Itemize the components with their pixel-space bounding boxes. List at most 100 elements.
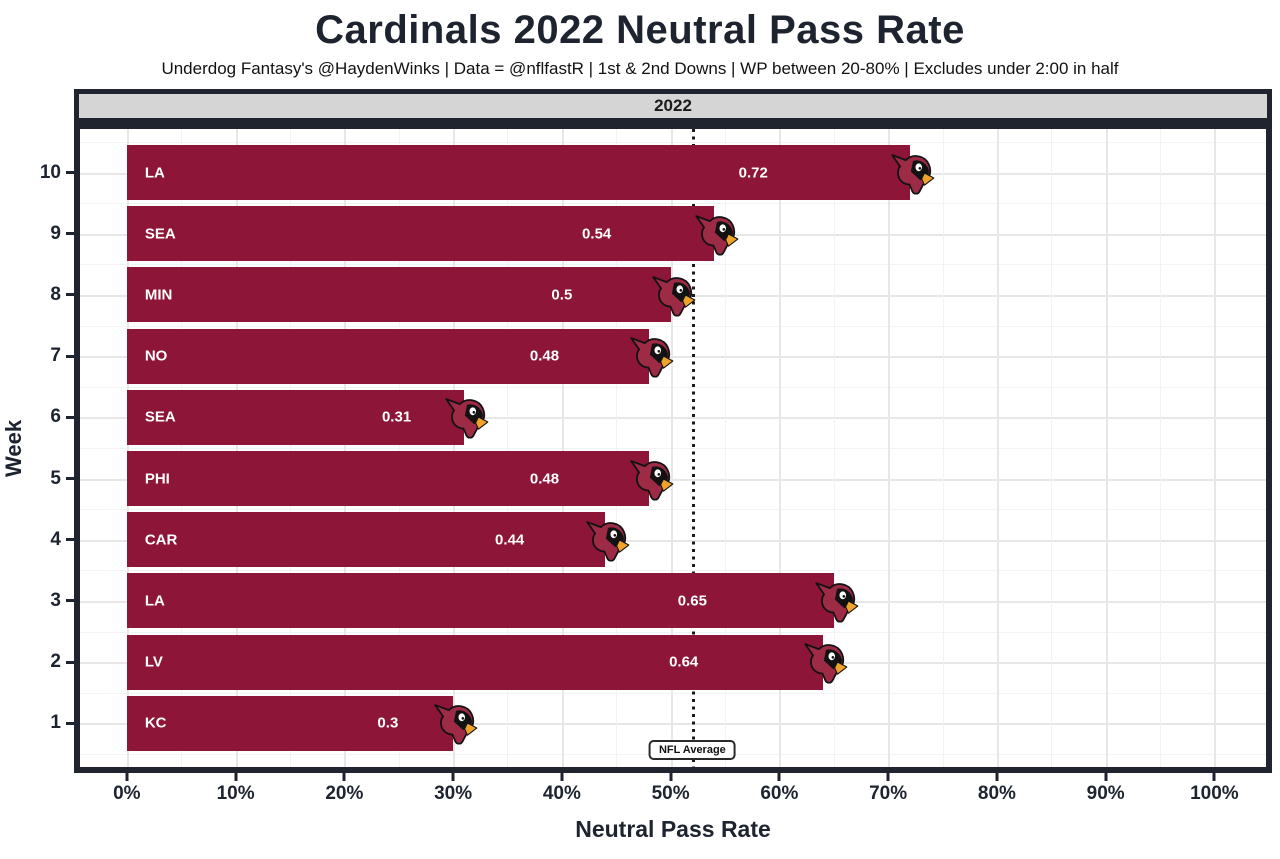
gridline (453, 129, 456, 767)
gridline (80, 386, 1266, 388)
y-tick-label: 7 (50, 345, 61, 367)
bar-opponent-label: KC (144, 714, 167, 732)
bar-row: SEA 0.31 (80, 387, 1266, 448)
vertical-gridlines (80, 129, 1266, 767)
bar-opponent-label: NO (144, 347, 168, 365)
bar (126, 328, 649, 384)
y-tick-label: 2 (50, 651, 61, 673)
x-tick-mark (451, 773, 455, 781)
bar-opponent-label: SEA (144, 225, 176, 243)
plot-panel: LA 0.72 SEA 0.54 MIN 0.5 NO 0.48 SEA 0.31 PHI… (74, 123, 1272, 773)
gridline (1105, 129, 1108, 767)
y-axis-row: 10 (28, 142, 74, 203)
bar-opponent-label: LA (144, 164, 165, 182)
x-axis-title: Neutral Pass Rate (575, 815, 771, 842)
x-tick-label: 10% (216, 783, 255, 804)
x-tick-label: 20% (325, 783, 364, 804)
y-tick-mark (66, 415, 74, 419)
cardinals-logo-icon (804, 643, 848, 684)
bar-value-label: 0.3 (377, 714, 399, 732)
bar-row: LA 0.72 (80, 142, 1266, 203)
gridline (779, 129, 782, 767)
bar-row: LA 0.65 (80, 570, 1266, 631)
gridline (80, 478, 1266, 481)
x-tick-label: 90% (1086, 783, 1125, 804)
gridline (80, 509, 1266, 511)
x-tick-mark (125, 773, 129, 781)
bar (126, 634, 823, 690)
cardinals-logo-icon (630, 337, 674, 378)
cardinals-logo-icon (630, 459, 674, 501)
gridline (616, 129, 618, 767)
y-tick-mark (66, 293, 74, 297)
cardinals-logo-icon (434, 704, 478, 745)
gridline (235, 129, 238, 767)
x-tick-label: 50% (651, 783, 690, 804)
x-tick-mark (886, 773, 890, 781)
y-tick-mark (66, 232, 74, 236)
x-tick-mark (1104, 773, 1108, 781)
x-tick-mark (234, 773, 238, 781)
x-tick-mark (1212, 773, 1216, 781)
gridline (670, 129, 673, 767)
bar-value-label: 0.65 (677, 592, 707, 610)
x-tick-label: 60% (760, 783, 799, 804)
y-tick-mark (66, 599, 74, 603)
gridline (80, 356, 1266, 359)
gridline (289, 129, 291, 767)
x-tick-mark (995, 773, 999, 781)
chart-subtitle: Underdog Fantasy's @HaydenWinks | Data =… (161, 59, 1119, 78)
gridline (80, 203, 1266, 205)
facet-strip-label: 2022 (654, 96, 692, 115)
bar-opponent-label: SEA (144, 408, 176, 426)
y-axis-row: 1 (28, 693, 74, 754)
bar (126, 450, 649, 507)
cardinals-logo-icon (651, 276, 695, 317)
bar-opponent-label: CAR (144, 531, 178, 549)
bar-value-label: 0.5 (551, 286, 573, 304)
nfl-average-line (692, 129, 695, 767)
y-tick-mark (66, 538, 74, 542)
bar (126, 145, 910, 201)
y-tick-label: 6 (50, 406, 61, 428)
gridline (80, 264, 1266, 266)
y-tick-label: 8 (50, 283, 61, 305)
chart-area: Week 10 9 8 7 6 5 4 3 2 1 2022 LA 0.72 SEA 0.54 MIN… (0, 89, 1280, 851)
x-tick-mark (669, 773, 673, 781)
y-axis-row: 6 (28, 387, 74, 448)
x-tick-mark (777, 773, 781, 781)
gridline (1051, 129, 1053, 767)
bar-row: LV 0.64 (80, 632, 1266, 693)
y-tick-label: 1 (50, 712, 61, 734)
cardinals-logo-icon (586, 520, 630, 562)
bar-value-label: 0.48 (529, 470, 560, 488)
gridline (561, 129, 564, 767)
cardinals-logo-icon (815, 582, 859, 623)
bar-value-label: 0.48 (529, 347, 560, 365)
x-tick-label: 40% (542, 783, 581, 804)
bar-row: KC 0.3 (80, 693, 1266, 754)
bar-row: PHI 0.48 (80, 448, 1266, 509)
bar-row: SEA 0.54 (80, 203, 1266, 264)
y-tick-mark (66, 721, 74, 725)
bar-row: CAR 0.44 (80, 509, 1266, 570)
y-axis-row: 9 (28, 203, 74, 264)
y-axis-row: 8 (28, 264, 74, 325)
gridline (942, 129, 944, 767)
bar-opponent-label: MIN (144, 286, 173, 304)
y-tick-label: 10 (39, 161, 61, 183)
gridline (80, 142, 1266, 143)
gridline (80, 539, 1266, 542)
cardinals-logo-icon (891, 153, 935, 195)
y-tick-label: 9 (50, 222, 61, 244)
y-tick-label: 4 (50, 528, 61, 550)
y-tick-mark (66, 354, 74, 358)
y-axis-row: 2 (28, 632, 74, 693)
bar-row: MIN 0.5 (80, 264, 1266, 325)
gridline (80, 692, 1266, 694)
y-axis: 10 9 8 7 6 5 4 3 2 1 (28, 123, 74, 773)
bar (126, 389, 464, 445)
nfl-average-label: NFL Average (648, 740, 736, 760)
gridline (833, 129, 835, 767)
gridline (1214, 129, 1217, 767)
